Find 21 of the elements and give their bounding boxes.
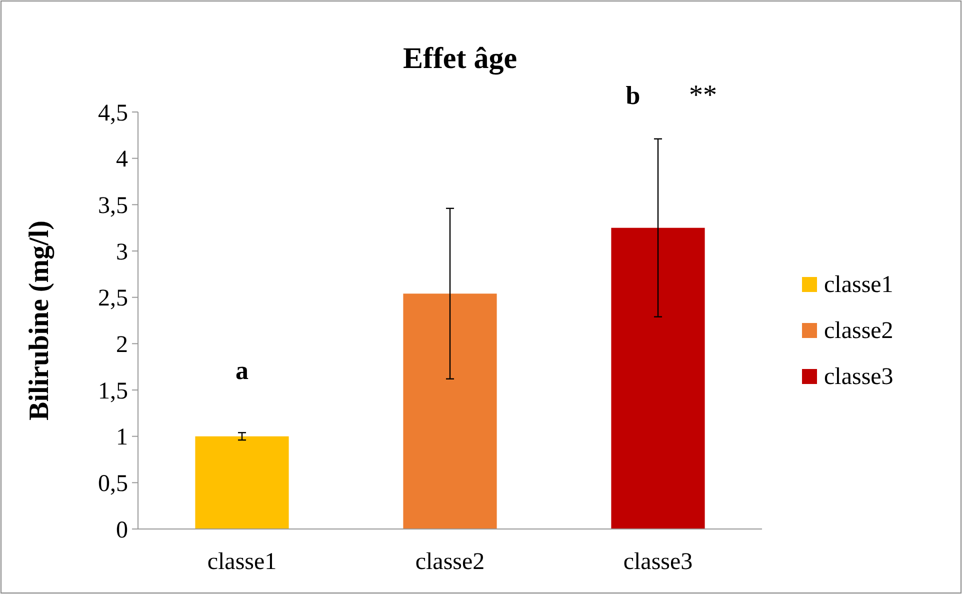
legend-label: classe2 bbox=[824, 318, 894, 344]
annotation: a bbox=[236, 356, 248, 385]
text: b bbox=[626, 81, 640, 110]
y-tick-label: 2 bbox=[116, 332, 128, 358]
y-tick-label: 4 bbox=[116, 146, 128, 173]
y-tick-label: 0,5 bbox=[98, 471, 128, 498]
legend-label: classe1 bbox=[824, 272, 894, 298]
legend-label: classe3 bbox=[824, 364, 894, 390]
y-tick-label: 1 bbox=[116, 424, 128, 451]
y-tick-label: 3 bbox=[116, 239, 128, 266]
x-tick-label: classe2 bbox=[415, 549, 485, 575]
chart-title: Effet âge bbox=[402, 42, 518, 75]
y-tick-label: 0 bbox=[116, 517, 128, 544]
x-tick-label: classe1 bbox=[207, 549, 277, 575]
text: ** bbox=[689, 80, 717, 111]
y-tick-label: 2,5 bbox=[98, 286, 128, 312]
y-tick-label: 4,5 bbox=[98, 100, 128, 126]
x-tick-label: classe3 bbox=[623, 549, 693, 575]
y-tick-label: 3,5 bbox=[98, 193, 128, 220]
y-tick-label: 1,5 bbox=[98, 378, 128, 404]
y-axis-title: Bilirubine (mg/l) bbox=[24, 220, 55, 420]
